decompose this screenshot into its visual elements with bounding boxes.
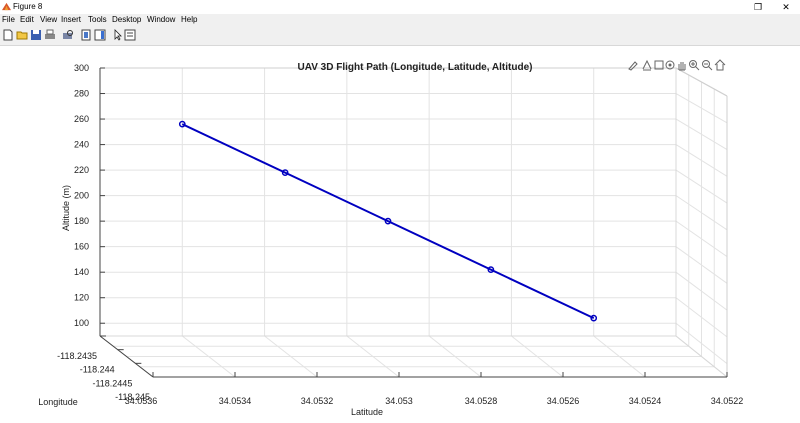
- open-file-icon[interactable]: [16, 29, 28, 41]
- data-tips-icon[interactable]: [641, 59, 653, 71]
- flight-path-line: [181, 123, 595, 320]
- y-tick-label: -118.2435: [57, 351, 97, 361]
- print-preview-icon[interactable]: [62, 29, 74, 41]
- z-tick-label: 200: [74, 191, 89, 201]
- z-tick-label: 220: [74, 165, 89, 175]
- x-tick-label: 34.0532: [301, 396, 334, 406]
- close-window-button[interactable]: ✕: [782, 2, 790, 12]
- brush-icon[interactable]: [627, 59, 639, 71]
- menu-edit[interactable]: Edit: [20, 15, 34, 24]
- menu-insert[interactable]: Insert: [61, 15, 82, 24]
- matlab-figure-icon: [2, 2, 11, 11]
- menu-help[interactable]: Help: [181, 15, 198, 24]
- x-tick-label: 34.0526: [547, 396, 580, 406]
- menu-tools[interactable]: Tools: [88, 15, 107, 24]
- x-tick-label: 34.053: [385, 396, 413, 406]
- print-icon[interactable]: [44, 29, 56, 41]
- zoom-in-icon[interactable]: [688, 59, 700, 71]
- open-property-inspector-icon[interactable]: [124, 29, 136, 41]
- x-axis-label: Latitude: [351, 407, 383, 417]
- x-tick-label: 34.0534: [219, 396, 252, 406]
- menu-view[interactable]: View: [40, 15, 58, 24]
- flight-path-point: [281, 169, 289, 176]
- flight-path-point: [590, 314, 598, 322]
- x-tick-label: 34.0536: [125, 396, 158, 406]
- new-figure-icon[interactable]: [2, 29, 14, 41]
- link-plot-icon[interactable]: [80, 29, 92, 41]
- z-axis-label: Altitude (m): [61, 185, 71, 231]
- y-tick-label: -118.244: [80, 365, 115, 375]
- flight-path-point: [487, 266, 495, 273]
- flight-path-point: [178, 120, 186, 128]
- figure-canvas: 100 120 140 160 180 200 220 240 260 280 300 34.0536…: [0, 46, 800, 423]
- z-tick-label: 100: [74, 318, 89, 328]
- plot-3d[interactable]: 100 120 140 160 180 200 220 240 260 280 300 34.0536…: [0, 46, 800, 423]
- z-tick-label: 280: [74, 89, 89, 99]
- x-tick-label: 34.0528: [465, 396, 498, 406]
- z-tick-label: 260: [74, 114, 89, 124]
- menu-bar: File Edit View Insert Tools Desktop Wind…: [0, 14, 800, 27]
- z-tick-label: 180: [74, 216, 89, 226]
- window-titlebar: Figure 8 ❐ ✕: [0, 0, 800, 14]
- export-icon[interactable]: [653, 59, 665, 71]
- menu-file[interactable]: File: [2, 15, 15, 24]
- y-tick-label: -118.2445: [92, 378, 132, 388]
- z-tick-label: 240: [74, 140, 89, 150]
- z-tick-label: 120: [74, 293, 89, 303]
- y-axis-label: Longitude: [38, 397, 78, 407]
- flight-path-point: [384, 217, 392, 225]
- y-tick-label: -118.245: [115, 392, 150, 402]
- z-tick-label: 300: [74, 63, 89, 73]
- restore-view-icon[interactable]: [714, 59, 726, 71]
- zoom-out-icon[interactable]: [701, 59, 713, 71]
- x-tick-label: 34.0524: [629, 396, 662, 406]
- figure-toolbar: [0, 27, 800, 46]
- save-icon[interactable]: [30, 29, 42, 41]
- axis-box-edge: [675, 335, 728, 378]
- restore-window-button[interactable]: ❐: [753, 2, 763, 12]
- z-tick-label: 160: [74, 242, 89, 252]
- chart-title: UAV 3D Flight Path (Longitude, Latitude,…: [298, 62, 533, 73]
- y-axis-line: [99, 335, 154, 378]
- menu-window[interactable]: Window: [147, 15, 176, 24]
- edit-plot-arrow-icon[interactable]: [112, 29, 124, 41]
- menu-desktop[interactable]: Desktop: [112, 15, 142, 24]
- rotate-3d-icon[interactable]: [664, 59, 676, 71]
- pan-icon[interactable]: [676, 59, 688, 71]
- x-tick-label: 34.0522: [711, 396, 744, 406]
- z-tick-label: 140: [74, 267, 89, 277]
- window-title: Figure 8: [13, 2, 43, 11]
- insert-colorbar-icon[interactable]: [94, 29, 106, 41]
- axis-box-edge: [675, 67, 728, 97]
